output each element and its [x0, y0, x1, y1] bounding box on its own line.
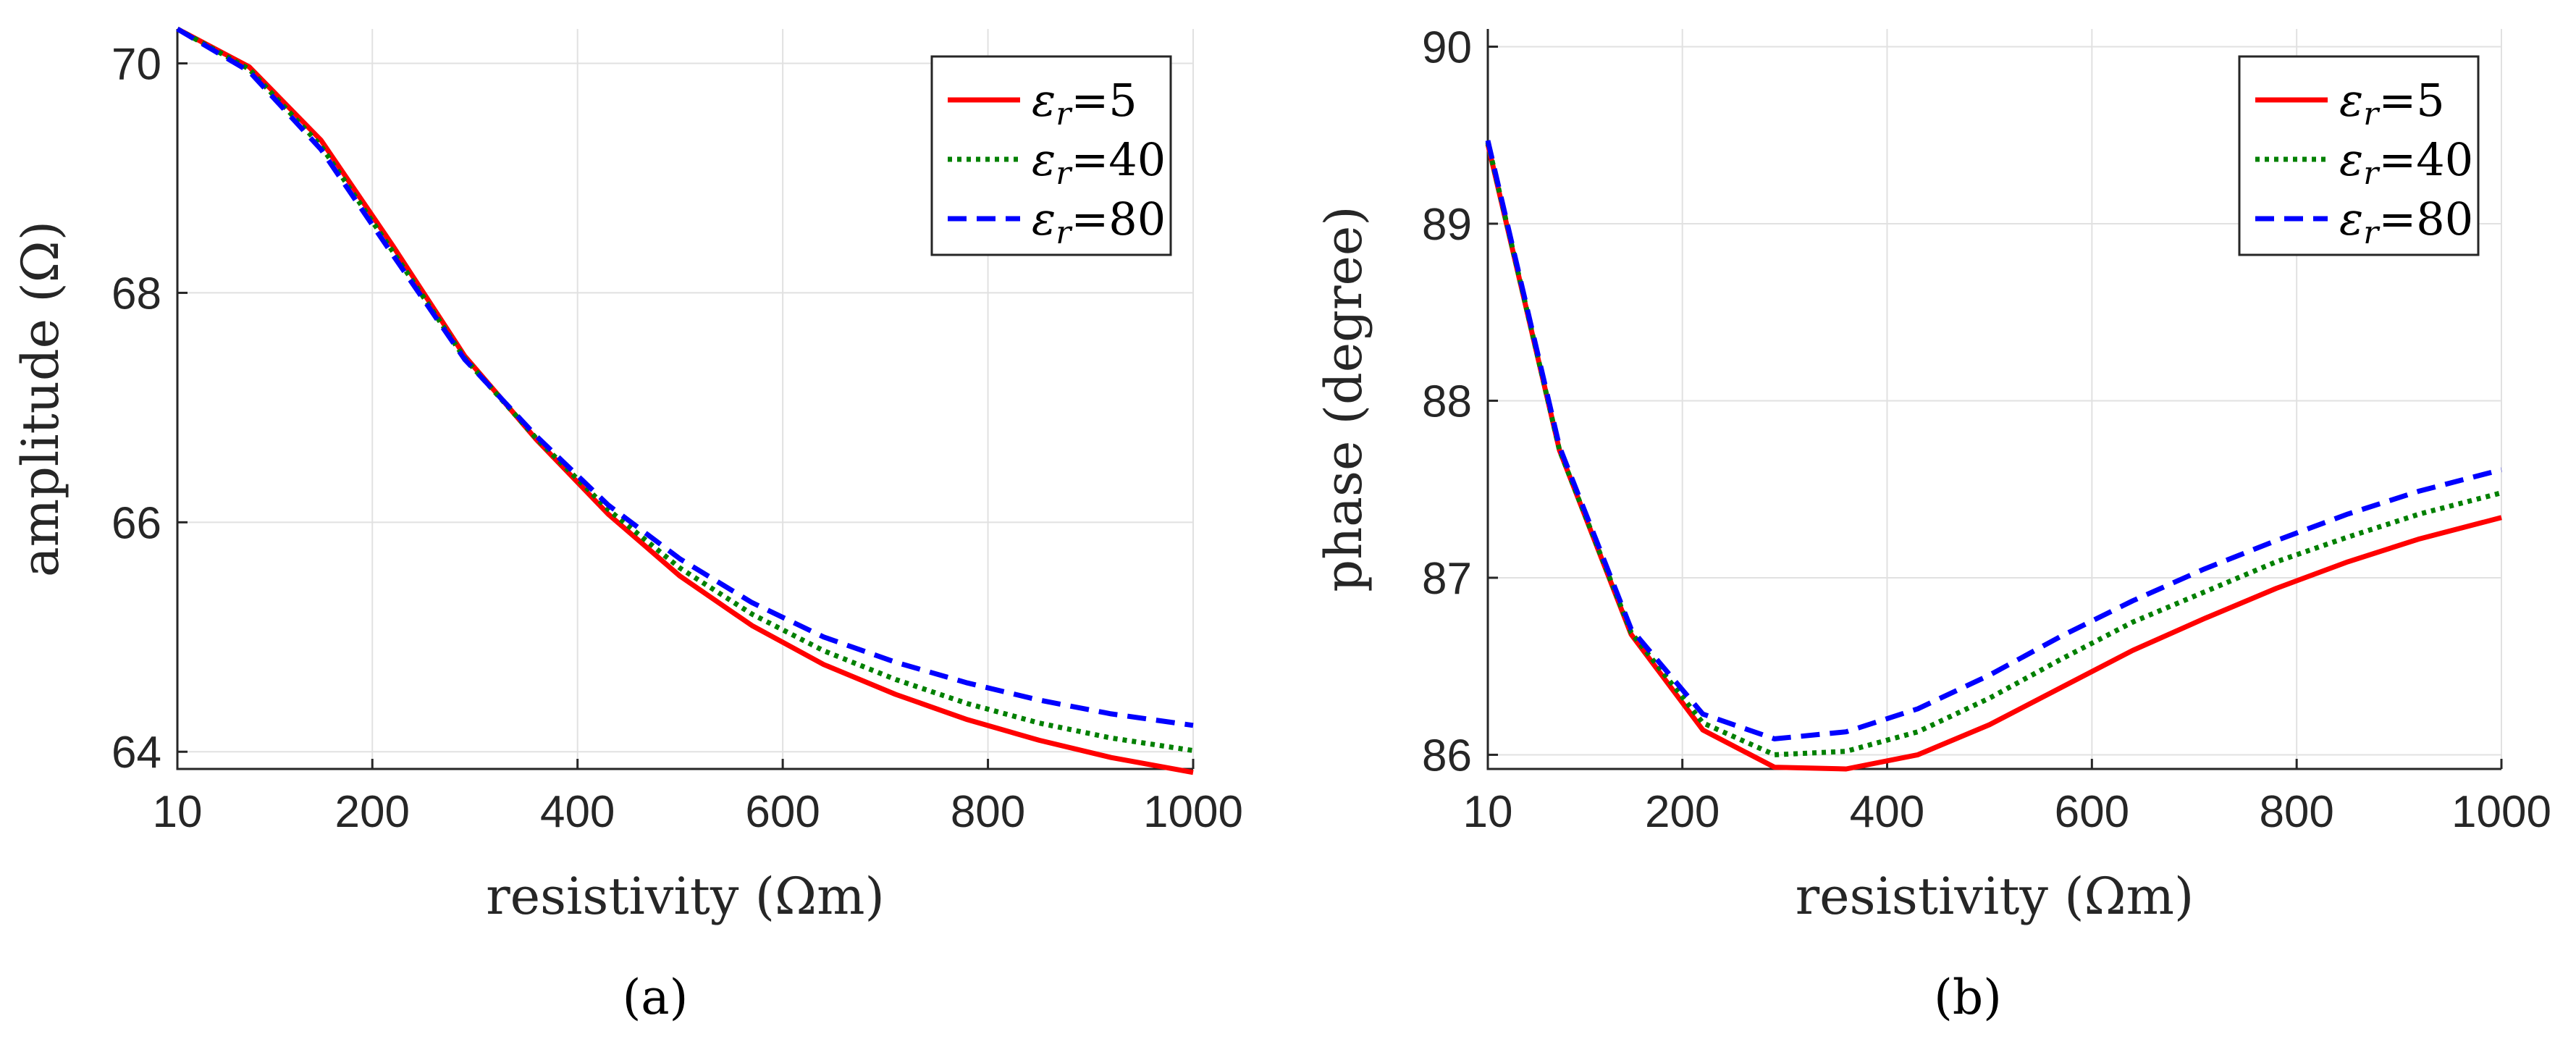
y-tick-label: 88 [1422, 377, 1472, 426]
legend-entry: εr=40 [1032, 133, 1166, 192]
series-line-dashed [1485, 140, 2502, 741]
legend-box [930, 55, 1172, 256]
x-axis-label: resistivity (Ωm) [1796, 867, 2194, 926]
series-line-solid [1485, 143, 2502, 772]
y-axis-label: phase (degree) [1314, 206, 1373, 592]
x-tick-label: 1000 [2451, 787, 2551, 837]
legend-value: =5 [1071, 74, 1137, 127]
series-line-solid [176, 26, 1194, 775]
x-tick-label: 800 [951, 787, 1025, 837]
legend-value: =5 [2378, 74, 2444, 127]
y-tick-label: 66 [111, 498, 161, 548]
y-tick-label: 70 [111, 40, 161, 90]
y-tick-label: 90 [1422, 22, 1472, 72]
legend-entry: εr=5 [1032, 74, 1137, 133]
legend-entry: εr=80 [1032, 193, 1166, 251]
series-line-dashed [176, 26, 1194, 728]
legend-box [2238, 55, 2480, 256]
panel-label: (a) [623, 970, 689, 1025]
legend-symbol: ε [1032, 133, 1056, 186]
x-tick-label: 10 [153, 787, 203, 837]
y-axis-label: amplitude (Ω) [11, 221, 70, 577]
series-line-dotted [176, 26, 1194, 754]
legend-subscript: r [1056, 214, 1073, 251]
x-tick-label: 600 [745, 787, 820, 837]
legend-value: =80 [1071, 193, 1166, 245]
legend-entry: εr=80 [2339, 193, 2473, 251]
legend-subscript: r [2363, 214, 2381, 251]
legend-subscript: r [1056, 155, 1073, 192]
y-tick-label: 89 [1422, 200, 1472, 250]
x-tick-label: 1000 [1143, 787, 1243, 837]
legend-value: =40 [2378, 133, 2473, 186]
y-tick-label: 68 [111, 269, 161, 319]
panel-label: (b) [1934, 970, 2002, 1025]
x-tick-label: 200 [1645, 787, 1720, 837]
x-tick-label: 400 [540, 787, 615, 837]
legend-entry: εr=5 [2339, 74, 2445, 133]
legend-subscript: r [1056, 96, 1073, 133]
y-tick-label: 87 [1422, 554, 1472, 604]
legend-subscript: r [2363, 155, 2381, 192]
x-axis-label: resistivity (Ωm) [486, 867, 885, 926]
legend-symbol: ε [2339, 74, 2363, 127]
legend-value: =80 [2378, 193, 2473, 245]
legend-entry: εr=40 [2339, 133, 2473, 192]
series-line-dotted [1485, 141, 2502, 757]
legend-symbol: ε [2339, 193, 2363, 245]
legend-symbol: ε [2339, 133, 2363, 186]
x-tick-label: 600 [2055, 787, 2129, 837]
x-tick-label: 200 [335, 787, 410, 837]
chart-panel-b: 10 200 400 600 800 1000 86 87 88 89 90 resistivity … [1314, 22, 2551, 1025]
y-tick-label: 86 [1422, 731, 1472, 781]
chart-panel-a: 10 200 400 600 800 1000 64 66 68 70 resistivity (Ω… [11, 26, 1243, 1025]
x-tick-label: 400 [1850, 787, 1924, 837]
x-tick-label: 800 [2259, 787, 2333, 837]
y-tick-label: 64 [111, 728, 161, 778]
legend-symbol: ε [1032, 74, 1056, 127]
legend-symbol: ε [1032, 193, 1056, 245]
x-tick-label: 10 [1463, 787, 1513, 837]
legend-subscript: r [2363, 96, 2381, 133]
legend-value: =40 [1071, 133, 1166, 186]
